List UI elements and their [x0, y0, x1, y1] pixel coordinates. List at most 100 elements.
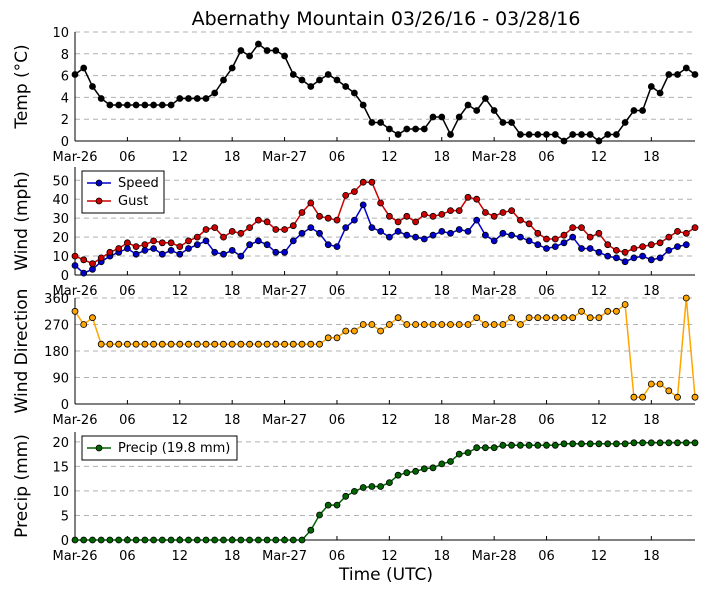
data-point — [377, 199, 385, 207]
data-point — [246, 52, 254, 60]
data-point — [263, 218, 271, 226]
data-point — [438, 321, 446, 328]
data-point — [298, 229, 306, 237]
x-axis-label: Time (UTC) — [338, 565, 433, 585]
data-point — [350, 487, 358, 495]
data-point — [115, 536, 123, 544]
data-point — [132, 101, 140, 109]
x-tick-label: 18 — [224, 150, 241, 165]
data-point — [630, 439, 638, 447]
x-tick-label: 12 — [591, 549, 608, 564]
data-point — [71, 307, 79, 315]
data-point — [377, 483, 385, 490]
data-point — [682, 229, 690, 237]
data-point — [237, 252, 245, 260]
data-point — [420, 465, 428, 473]
data-point — [97, 340, 105, 348]
data-point — [534, 314, 542, 322]
data-point — [420, 210, 428, 218]
data-point — [158, 340, 166, 348]
data-point — [534, 441, 542, 449]
data-point — [394, 471, 402, 479]
data-point — [481, 444, 489, 452]
data-point — [176, 340, 184, 348]
data-point — [150, 536, 158, 544]
data-point — [228, 246, 236, 254]
data-point — [604, 440, 612, 448]
data-point — [604, 241, 612, 249]
y-tick-label: 360 — [44, 292, 69, 307]
data-point — [342, 83, 350, 90]
panel-temp: 0 2 4 6 8 10 Mar-26 06 12 18 Mar-27 06 12 18 Mar-28 06 1… — [12, 26, 699, 165]
data-point — [281, 340, 289, 348]
data-point — [124, 245, 131, 252]
data-point — [665, 233, 673, 241]
data-point — [342, 224, 350, 232]
data-point — [89, 260, 96, 268]
y-tick-label: 20 — [52, 231, 69, 246]
data-point — [350, 327, 358, 335]
data-point — [630, 107, 638, 114]
data-point — [141, 241, 149, 249]
data-point — [691, 393, 699, 401]
data-point — [263, 47, 271, 54]
x-tick-label: 06 — [119, 413, 136, 428]
data-point — [674, 439, 681, 447]
data-point — [412, 218, 420, 226]
data-point — [272, 47, 280, 54]
data-point — [254, 40, 262, 48]
chart-panels: 0 2 4 6 8 10 Mar-26 06 12 18 Mar-27 06 12 18 Mar-28 06 1… — [12, 26, 699, 564]
data-point — [420, 235, 428, 243]
x-tick-label: 18 — [643, 549, 660, 564]
data-point — [80, 321, 88, 328]
y-axis-label: Temp (°C) — [12, 44, 32, 129]
data-point — [464, 193, 472, 201]
x-tick-label: 06 — [329, 150, 346, 165]
data-point — [141, 340, 149, 348]
data-point — [499, 209, 507, 216]
y-tick-label: 0 — [61, 269, 69, 284]
data-point — [281, 248, 289, 256]
data-point — [228, 227, 236, 235]
data-point — [560, 314, 568, 322]
data-point — [158, 536, 166, 544]
data-point — [639, 439, 646, 447]
data-point — [359, 101, 367, 109]
series-line — [74, 203, 687, 274]
data-point — [220, 340, 227, 348]
data-point — [534, 229, 542, 237]
data-point — [429, 321, 437, 328]
data-point — [185, 237, 192, 245]
data-point — [604, 307, 612, 315]
data-point — [613, 307, 620, 315]
data-point — [455, 321, 463, 328]
data-point — [569, 440, 577, 448]
data-point — [525, 131, 533, 138]
data-point — [106, 536, 114, 544]
x-tick-label: 12 — [591, 150, 608, 165]
data-point — [613, 131, 620, 138]
x-tick-label: Mar-26 — [53, 549, 98, 564]
data-point — [595, 440, 603, 448]
data-point — [298, 209, 306, 216]
x-tick-label: 06 — [538, 549, 555, 564]
data-point — [316, 511, 323, 519]
data-point — [691, 439, 699, 447]
data-point — [193, 536, 201, 544]
data-point — [115, 340, 123, 348]
data-point — [167, 536, 175, 544]
data-point — [263, 241, 271, 249]
x-tick-label: Mar-26 — [53, 150, 98, 165]
data-point — [80, 64, 88, 72]
data-point — [647, 256, 655, 264]
data-point — [211, 536, 219, 544]
data-point — [508, 231, 516, 239]
data-point — [429, 212, 437, 220]
y-tick-label: 20 — [52, 436, 69, 451]
data-point — [333, 501, 341, 509]
data-point — [368, 178, 376, 186]
data-point — [569, 224, 577, 232]
data-point — [167, 239, 175, 247]
data-point — [237, 340, 245, 348]
data-point — [621, 301, 629, 308]
